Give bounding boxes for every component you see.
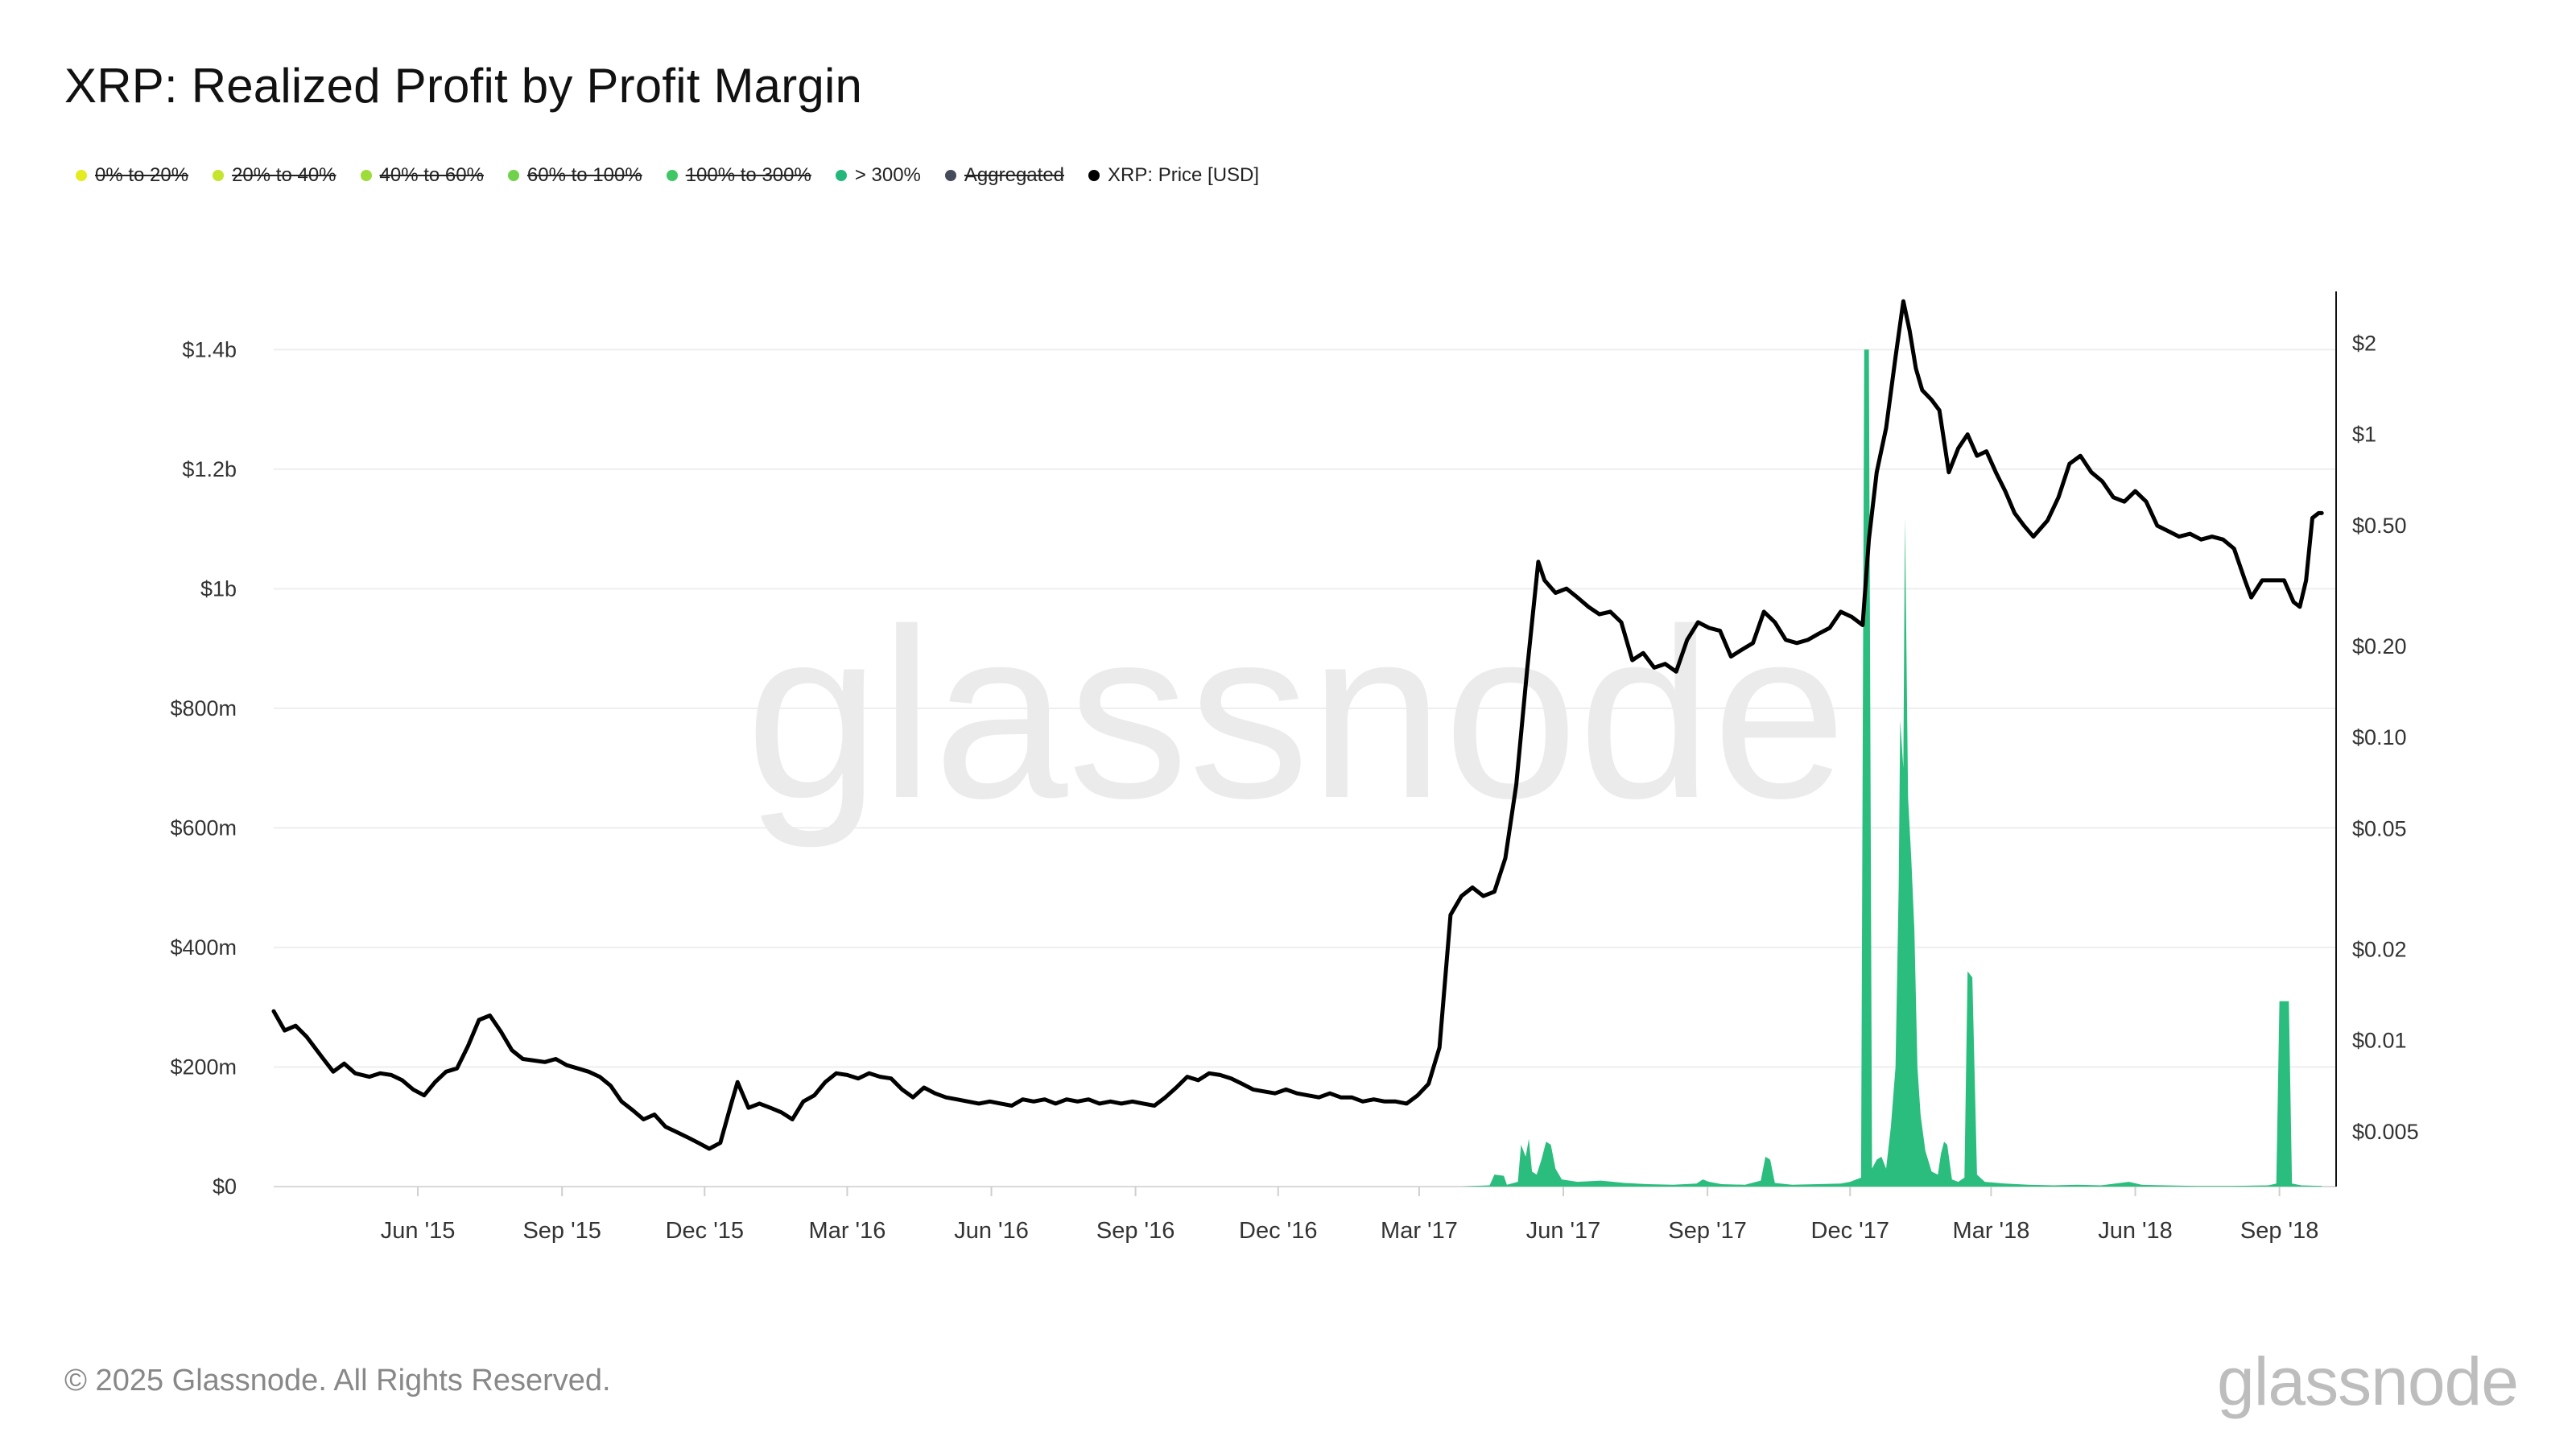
glassnode-logo: glassnode: [2217, 1344, 2519, 1419]
legend-label: 100% to 300%: [685, 164, 811, 186]
y-left-tick-label: $400m: [170, 935, 237, 960]
y-right-tick-label: $0.05: [2352, 817, 2407, 841]
price-line-series: [271, 299, 2324, 1151]
x-tick-label: Mar '18: [1953, 1218, 2030, 1244]
chart-title: XRP: Realized Profit by Profit Margin: [64, 59, 863, 113]
legend-item[interactable]: 100% to 300%: [666, 164, 811, 187]
legend-dot-icon: [213, 170, 225, 181]
x-tick-label: Jun '16: [954, 1218, 1029, 1244]
x-tick-label: Sep '16: [1096, 1218, 1174, 1244]
x-tick-label: Sep '18: [2240, 1218, 2318, 1244]
legend-dot-icon: [360, 170, 372, 181]
legend-dot-icon: [507, 170, 519, 181]
legend-item[interactable]: 0% to 20%: [76, 164, 188, 187]
x-tick-label: Mar '17: [1381, 1218, 1458, 1244]
y-right-tick-label: $0.50: [2352, 514, 2407, 538]
y-left-tick-label: $0: [213, 1174, 237, 1199]
y-right-tick-label: $0.02: [2352, 937, 2407, 961]
legend-item[interactable]: 60% to 100%: [507, 164, 642, 187]
legend-label: 60% to 100%: [526, 164, 642, 186]
y-left-tick-label: $1.4b: [182, 337, 237, 361]
x-axis-labels: Jun '15 Sep '15 Dec '15 Mar '16 Jun '16 Sep '…: [381, 1218, 2319, 1244]
legend-label: XRP: Price [USD]: [1108, 164, 1260, 186]
legend-item[interactable]: 20% to 40%: [213, 164, 336, 187]
y-right-tick-label: $0.20: [2352, 634, 2407, 658]
y-right-tick-label: $0.005: [2352, 1120, 2419, 1144]
legend-label: 20% to 40%: [232, 164, 336, 186]
legend-item[interactable]: Aggregated: [944, 164, 1065, 187]
y-left-tick-label: $200m: [170, 1055, 237, 1079]
legend-dot-icon: [944, 170, 956, 181]
x-tick-label: Sep '17: [1668, 1218, 1746, 1244]
legend-dot-icon: [76, 170, 87, 181]
legend-label: 0% to 20%: [95, 164, 189, 186]
y-left-tick-label: $600m: [170, 815, 237, 840]
legend-dot-icon: [666, 170, 678, 181]
legend-item[interactable]: > 300%: [835, 164, 921, 187]
y-right-tick-label: $2: [2352, 331, 2376, 355]
y-left-tick-label: $1.2b: [182, 457, 237, 481]
left-axis-labels: $0 $200m $400m $600m $800m $1b $1.2b $1.4b: [170, 337, 237, 1199]
x-tick-label: Jun '15: [381, 1218, 456, 1244]
x-tick-label: Mar '16: [809, 1218, 886, 1244]
legend-label: 40% to 60%: [379, 164, 484, 186]
x-tick-label: Dec '16: [1239, 1218, 1317, 1244]
xrp-price-line: [271, 299, 2324, 1151]
y-left-tick-label: $800m: [170, 696, 237, 720]
axes: [417, 291, 2337, 1196]
legend-label: > 300%: [854, 164, 921, 186]
x-tick-label: Jun '17: [1526, 1218, 1601, 1244]
legend-dot-icon: [1088, 170, 1100, 181]
y-left-tick-label: $1b: [200, 576, 237, 601]
watermark: glassnode: [745, 578, 1847, 850]
x-tick-label: Dec '15: [666, 1218, 744, 1244]
legend-item[interactable]: 40% to 60%: [360, 164, 484, 187]
legend-dot-icon: [835, 170, 847, 181]
copyright-footer: © 2025 Glassnode. All Rights Reserved.: [64, 1364, 611, 1397]
x-tick-label: Jun '18: [2098, 1218, 2173, 1244]
y-right-tick-label: $1: [2352, 423, 2376, 447]
y-right-tick-label: $0.01: [2352, 1029, 2407, 1053]
legend-item[interactable]: XRP: Price [USD]: [1088, 164, 1259, 187]
legend-label: Aggregated: [964, 164, 1065, 186]
x-tick-label: Dec '17: [1811, 1218, 1889, 1244]
y-right-tick-label: $0.10: [2352, 725, 2407, 749]
chart-legend: 0% to 20% 20% to 40% 40% to 60% 60% to 100%…: [76, 161, 1259, 190]
right-axis-labels: $2 $1 $0.50 $0.20 $0.10 $0.05 $0.02 $0.01 $0.005: [2352, 331, 2419, 1144]
x-tick-label: Sep '15: [522, 1218, 601, 1244]
